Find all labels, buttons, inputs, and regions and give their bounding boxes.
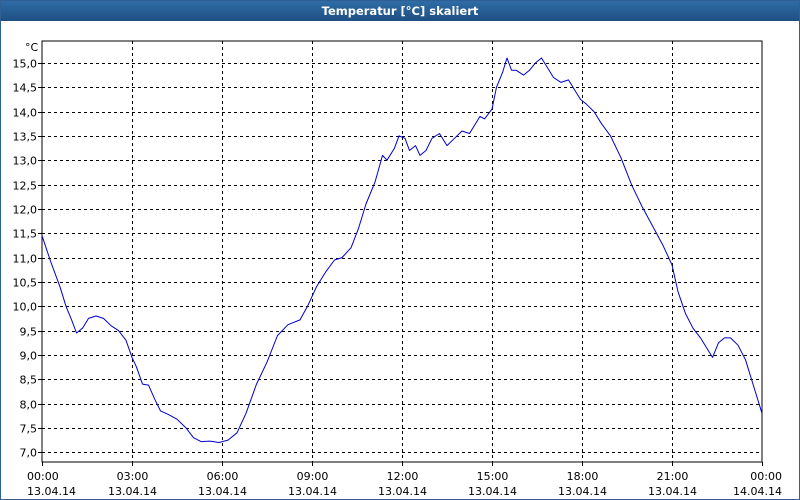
y-tick-label: 8,0 [20,399,38,412]
x-tick-date-label: 13.04.14 [558,485,607,498]
y-tick-label: 7,0 [20,447,38,460]
x-tick-date-label: 13.04.14 [108,485,157,498]
y-tick-label: 11,5 [13,228,38,241]
x-tick-time-label: 00:00 [750,470,782,483]
x-tick-time-label: 03:00 [117,470,149,483]
x-tick-time-label: 15:00 [477,470,509,483]
y-tick-label: 8,5 [20,374,38,387]
temperature-series-line [41,57,763,443]
y-axis-ticks: 7,0 7,5 8,0 8,5 9,0 9,5 10,0 10,5 11,0 11,5 12,0 12… [13,58,42,460]
x-tick-date-label: 13.04.14 [27,485,76,498]
y-tick-label: 12,5 [13,180,38,193]
y-tick-label: 9,0 [20,350,38,363]
y-tick-label: 10,0 [13,301,38,314]
y-tick-label: 12,0 [13,204,38,217]
series-layer [41,57,763,443]
y-tick-label: 9,5 [20,326,38,339]
chart-title: Temperatur [°C] skaliert [1,1,799,21]
x-tick-time-label: 06:00 [207,470,239,483]
x-tick-date-label: 14.04.14 [733,485,782,498]
x-tick-date-label: 13.04.14 [648,485,697,498]
x-tick-date-label: 13.04.14 [288,485,337,498]
x-tick-time-label: 18:00 [567,470,599,483]
y-tick-label: 15,0 [13,58,38,71]
x-tick-time-label: 09:00 [297,470,329,483]
y-tick-label: 14,0 [13,107,38,120]
y-tick-label: 10,5 [13,277,38,290]
y-tick-label: 11,0 [13,253,38,266]
x-tick-date-label: 13.04.14 [198,485,247,498]
x-tick-time-label: 21:00 [657,470,689,483]
y-tick-label: 7,5 [20,423,38,436]
y-tick-label: 13,0 [13,155,38,168]
y-axis-unit-label: °C [25,41,39,54]
y-tick-label: 13,5 [13,131,38,144]
x-tick-time-label: 00:00 [27,470,59,483]
y-tick-label: 14,5 [13,82,38,95]
x-tick-time-label: 12:00 [387,470,419,483]
x-tick-date-label: 13.04.14 [468,485,517,498]
x-tick-date-label: 13.04.14 [378,485,427,498]
grid-lines [42,41,762,462]
x-axis-ticks: 00:00 13.04.14 03:00 13.04.14 06:00 13.04.14 0… [27,462,782,498]
